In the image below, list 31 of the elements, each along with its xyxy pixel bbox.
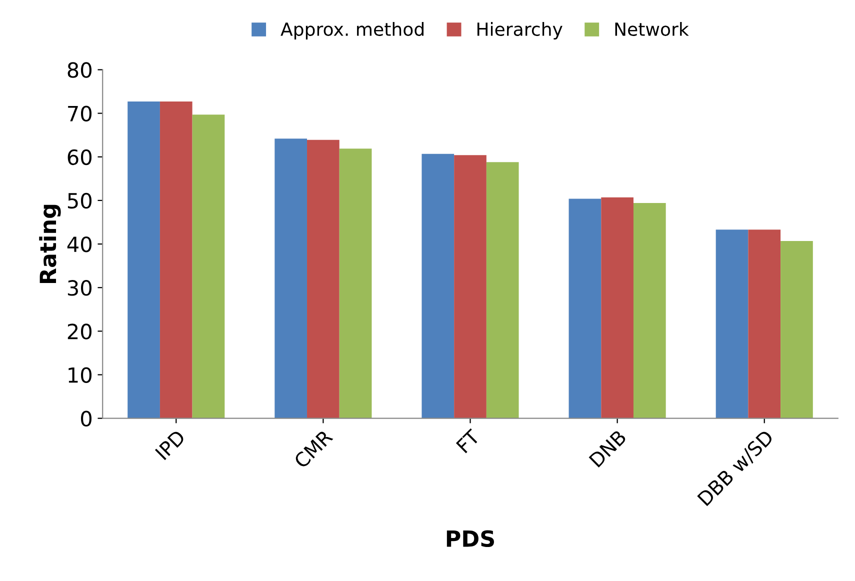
bar — [422, 154, 454, 418]
legend-label: Network — [615, 22, 689, 36]
bar — [192, 114, 225, 418]
y-tick-label: 40 — [67, 236, 92, 252]
y-tick-label: 70 — [68, 106, 92, 122]
bar — [454, 155, 486, 418]
bar — [307, 140, 340, 418]
bar — [128, 102, 160, 418]
bar — [274, 138, 308, 418]
bar — [160, 102, 192, 418]
bar — [780, 240, 813, 418]
y-tick-label: 80 — [68, 62, 92, 78]
y-tick-label: 10 — [68, 367, 92, 383]
bar — [716, 230, 748, 418]
legend-label: Hierarchy — [477, 22, 562, 40]
bar — [748, 230, 781, 418]
bar — [339, 148, 372, 418]
x-axis-title: PDS — [446, 530, 494, 548]
y-tick-label: 30 — [68, 280, 92, 296]
y-axis-title: Rating — [39, 204, 61, 284]
x-tick-label: IPD — [154, 429, 186, 460]
y-tick-label: 50 — [68, 192, 92, 209]
y-tick-label: 60 — [68, 149, 92, 166]
legend-label: Approx. method — [280, 22, 424, 40]
y-tick-label: 0 — [80, 410, 92, 427]
bar — [568, 198, 602, 418]
x-tick-label: FT — [456, 428, 481, 454]
y-tick-label: 20 — [68, 324, 92, 340]
bar — [633, 203, 666, 418]
bar — [486, 162, 519, 418]
bar — [601, 197, 634, 418]
